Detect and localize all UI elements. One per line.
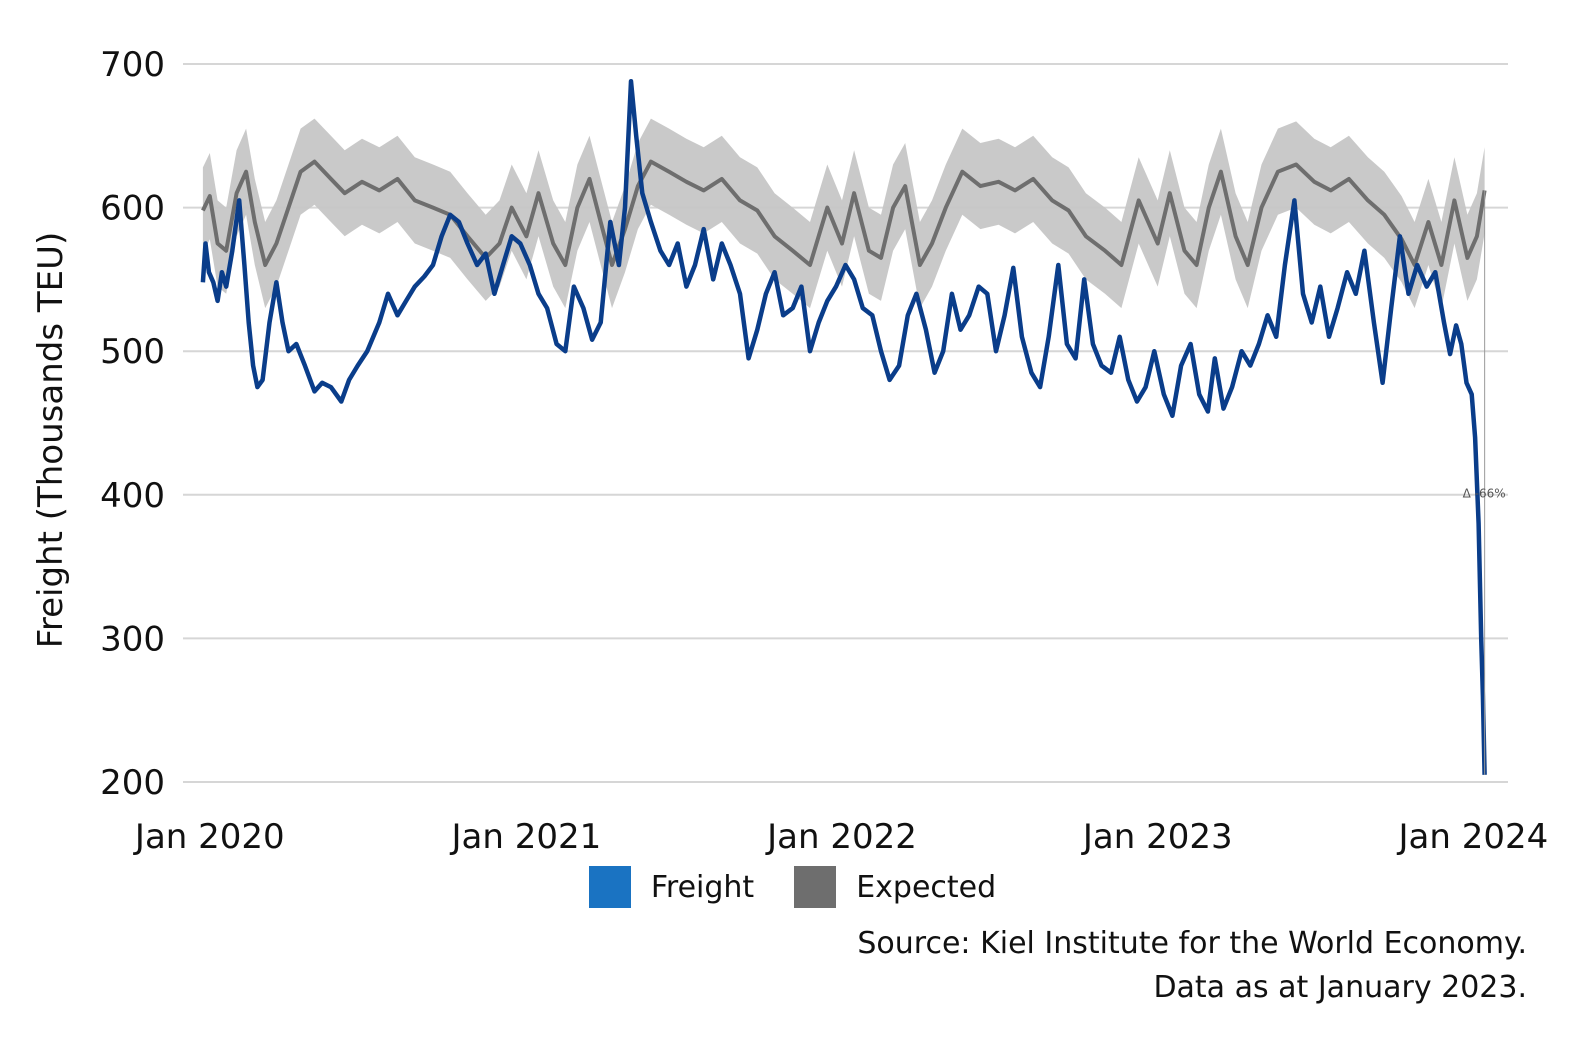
y-tick-label-400: 400: [100, 476, 165, 516]
drop-annotation: Δ -66%: [1463, 487, 1506, 501]
source-note: Source: Kiel Institute for the World Eco…: [857, 922, 1527, 1010]
legend-swatch-expected: [794, 866, 837, 908]
legend: Freight Expected: [0, 866, 1585, 908]
x-tick-label: Jan 2023: [1081, 817, 1233, 857]
x-tick-label: Jan 2021: [449, 817, 601, 857]
expected-band: [202, 118, 1485, 309]
data-date-text: Data as at January 2023.: [1153, 970, 1527, 1005]
source-text: Source: Kiel Institute for the World Eco…: [857, 926, 1527, 961]
expected-line: [201, 159, 1487, 267]
legend-item-freight: Freight: [588, 866, 755, 908]
legend-item-expected: Expected: [794, 866, 996, 908]
expected-confidence-band: [202, 118, 1485, 309]
y-axis-ticks: 200 300 400 500 600 700: [100, 45, 165, 803]
x-tick-label: Jan 2022: [765, 817, 917, 857]
y-tick-label-200: 200: [100, 763, 165, 803]
legend-swatch-freight: [588, 866, 631, 908]
x-axis-ticks: Jan 2020 Jan 2021 Jan 2022 Jan 2023 Jan 2024: [133, 817, 1548, 857]
y-tick-label-300: 300: [100, 619, 165, 659]
x-tick-label: Jan 2020: [133, 817, 285, 857]
y-tick-label-500: 500: [100, 332, 165, 372]
series-lines: [200, 78, 1487, 775]
y-tick-label-600: 600: [100, 189, 165, 229]
legend-label-freight: Freight: [650, 869, 755, 905]
x-tick-label: Jan 2024: [1397, 817, 1549, 857]
y-axis-title: Freight (Thousands TEU): [31, 232, 71, 648]
legend-label-expected: Expected: [856, 869, 997, 905]
freight-line: [200, 78, 1487, 775]
y-tick-label-700: 700: [100, 45, 165, 85]
